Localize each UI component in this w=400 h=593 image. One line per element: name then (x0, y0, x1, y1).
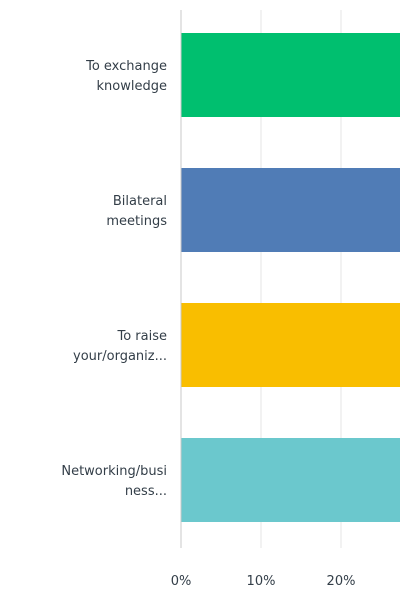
category-label: your/organiz... (73, 349, 167, 364)
bar (181, 303, 400, 387)
x-tick-label: 20% (327, 574, 356, 589)
category-label: Networking/busi (61, 464, 167, 479)
bar (181, 168, 400, 252)
x-tick-label: 10% (247, 574, 276, 589)
category-label: knowledge (97, 79, 167, 94)
category-label: To exchange (85, 59, 167, 74)
category-label: To raise (116, 329, 167, 344)
bar (181, 438, 400, 522)
category-label: Bilateral (113, 194, 167, 209)
category-label: meetings (106, 214, 167, 229)
bar (181, 33, 400, 117)
category-label: ness... (125, 484, 167, 499)
x-tick-label: 0% (171, 574, 192, 589)
